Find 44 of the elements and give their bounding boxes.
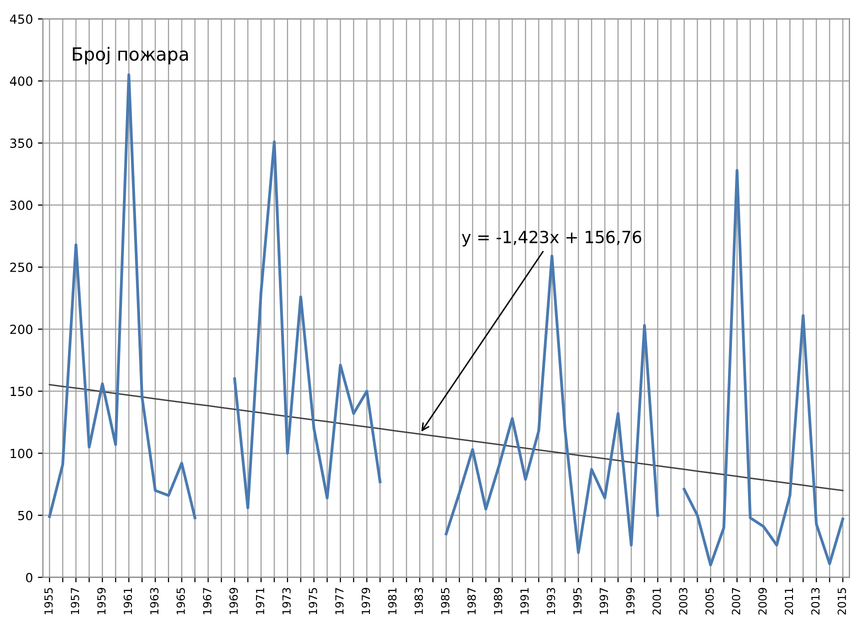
x-tick-label: 1961: [124, 588, 132, 614]
x-tick-label: 1977: [335, 588, 344, 614]
x-tick-label: 1975: [308, 588, 318, 614]
x-tick-label: 1999: [626, 588, 634, 614]
x-tick-label: 2015: [838, 588, 846, 615]
x-tick-label: 1989: [494, 588, 502, 614]
y-tick-label: 150: [10, 386, 32, 396]
x-tick-label: 1965: [176, 588, 185, 614]
x-tick-label: 1981: [388, 588, 396, 614]
x-tick-label: 1959: [97, 588, 106, 614]
x-tick-label: 1973: [282, 588, 291, 614]
y-tick-label: 450: [10, 14, 32, 24]
x-tick-label: 2003: [678, 588, 688, 615]
annotation: y = -1,423x + 156,76: [462, 230, 642, 247]
x-tick-label: 1955: [44, 588, 53, 614]
y-tick-label: 0: [26, 572, 32, 582]
x-tick-label: 1987: [467, 588, 476, 614]
x-tick-label: 1979: [362, 588, 370, 614]
line-series: [48, 384, 844, 492]
y-tick-label: 200: [10, 324, 32, 334]
x-tick-label: 1985: [440, 588, 450, 614]
x-tick-label: 2013: [811, 588, 820, 615]
x-tick-label: 2011: [784, 588, 794, 615]
y-tick-label: 350: [10, 138, 32, 148]
x-tick-label: 1971: [256, 588, 264, 614]
x-tick-label: 1957: [70, 588, 80, 614]
x-tick-label: 1993: [546, 588, 556, 614]
text: Број пожара: [72, 46, 188, 64]
x-tick-label: 1995: [573, 588, 582, 614]
y-tick-label: 300: [10, 200, 32, 210]
x-tick-label: 1991: [520, 588, 529, 614]
x-tick-label: 2007: [732, 588, 740, 615]
x-tick-label: 2005: [705, 588, 714, 615]
y-tick-label: 250: [10, 262, 32, 272]
y-tick-label: 400: [10, 76, 32, 86]
x-tick-label: 1997: [600, 588, 608, 614]
x-tick-label: 1969: [229, 588, 238, 614]
x-tick-label: 2001: [652, 588, 661, 615]
y-tick-label: 50: [18, 510, 32, 520]
x-tick-label: 1967: [202, 588, 212, 614]
x-tick-label: 1963: [150, 588, 159, 614]
x-tick-label: 2009: [758, 588, 767, 615]
x-tick-label: 1983: [414, 588, 423, 614]
y-tick-label: 100: [10, 448, 32, 458]
